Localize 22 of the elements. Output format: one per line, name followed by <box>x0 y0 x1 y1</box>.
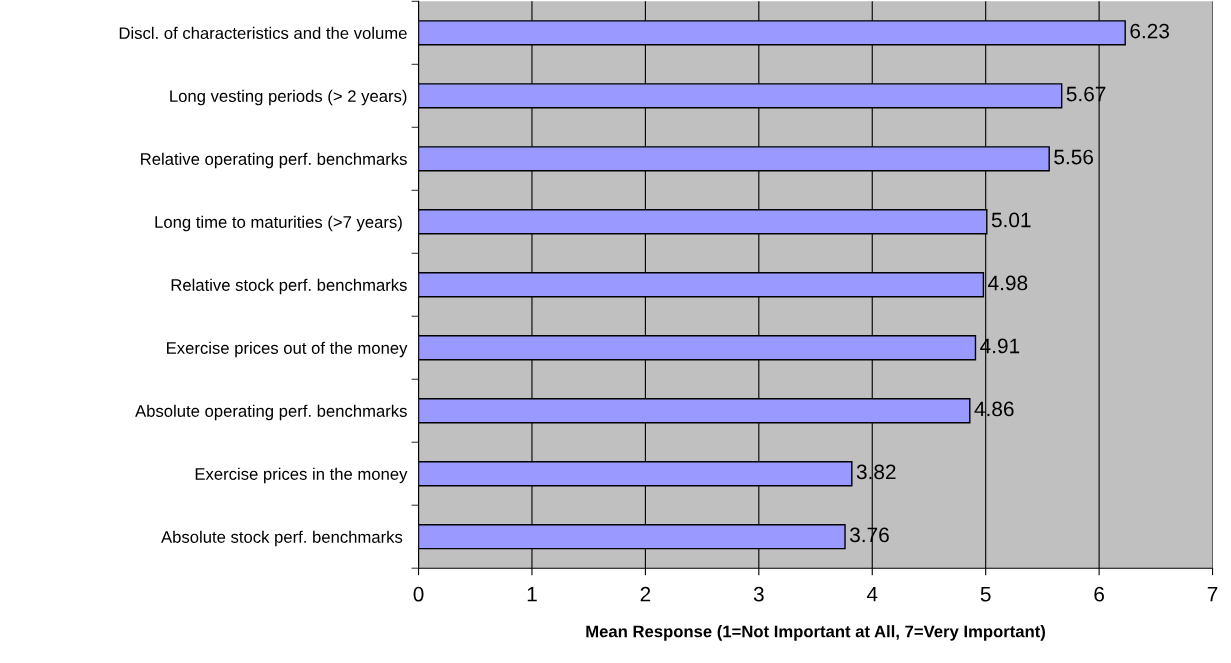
x-tick-label: 7 <box>1207 587 1218 602</box>
x-tick-label: 6 <box>1094 586 1104 602</box>
x-tick-label: 3 <box>753 586 764 602</box>
x-tick-label: 0 <box>413 586 424 602</box>
x-tick-label: 4 <box>866 587 878 602</box>
x-tick-label: 5 <box>980 587 991 602</box>
y-tick-label: Exercise prices out of the money <box>167 341 408 358</box>
y-tick-label: Relative stock perf. benchmarks <box>171 278 407 295</box>
y-tick-label: Long vesting periods (> 2 years) <box>170 89 407 106</box>
x-tick-label: 1 <box>527 587 537 602</box>
x-tick-label: 2 <box>640 586 651 602</box>
data-label: 4.98 <box>988 275 1028 291</box>
y-tick-label: Discl. of characteristics and the volume <box>119 26 407 40</box>
y-tick-label: Exercise prices in the money <box>195 467 408 484</box>
y-tick-label: Long time to maturities (>7 years) <box>155 215 402 232</box>
y-tick-label: Relative operating perf. benchmarks <box>141 152 407 169</box>
y-tick-label: Absolute stock perf. benchmarks <box>161 530 403 547</box>
data-label: 6.23 <box>1130 23 1169 39</box>
x-axis-title: Mean Response (1=Not Important at All, 7=Very Important) <box>586 625 1046 641</box>
data-label: 5.56 <box>1054 149 1093 165</box>
y-tick-label: Absolute operating perf. benchmarks <box>135 404 407 421</box>
data-label: 5.01 <box>991 212 1031 228</box>
